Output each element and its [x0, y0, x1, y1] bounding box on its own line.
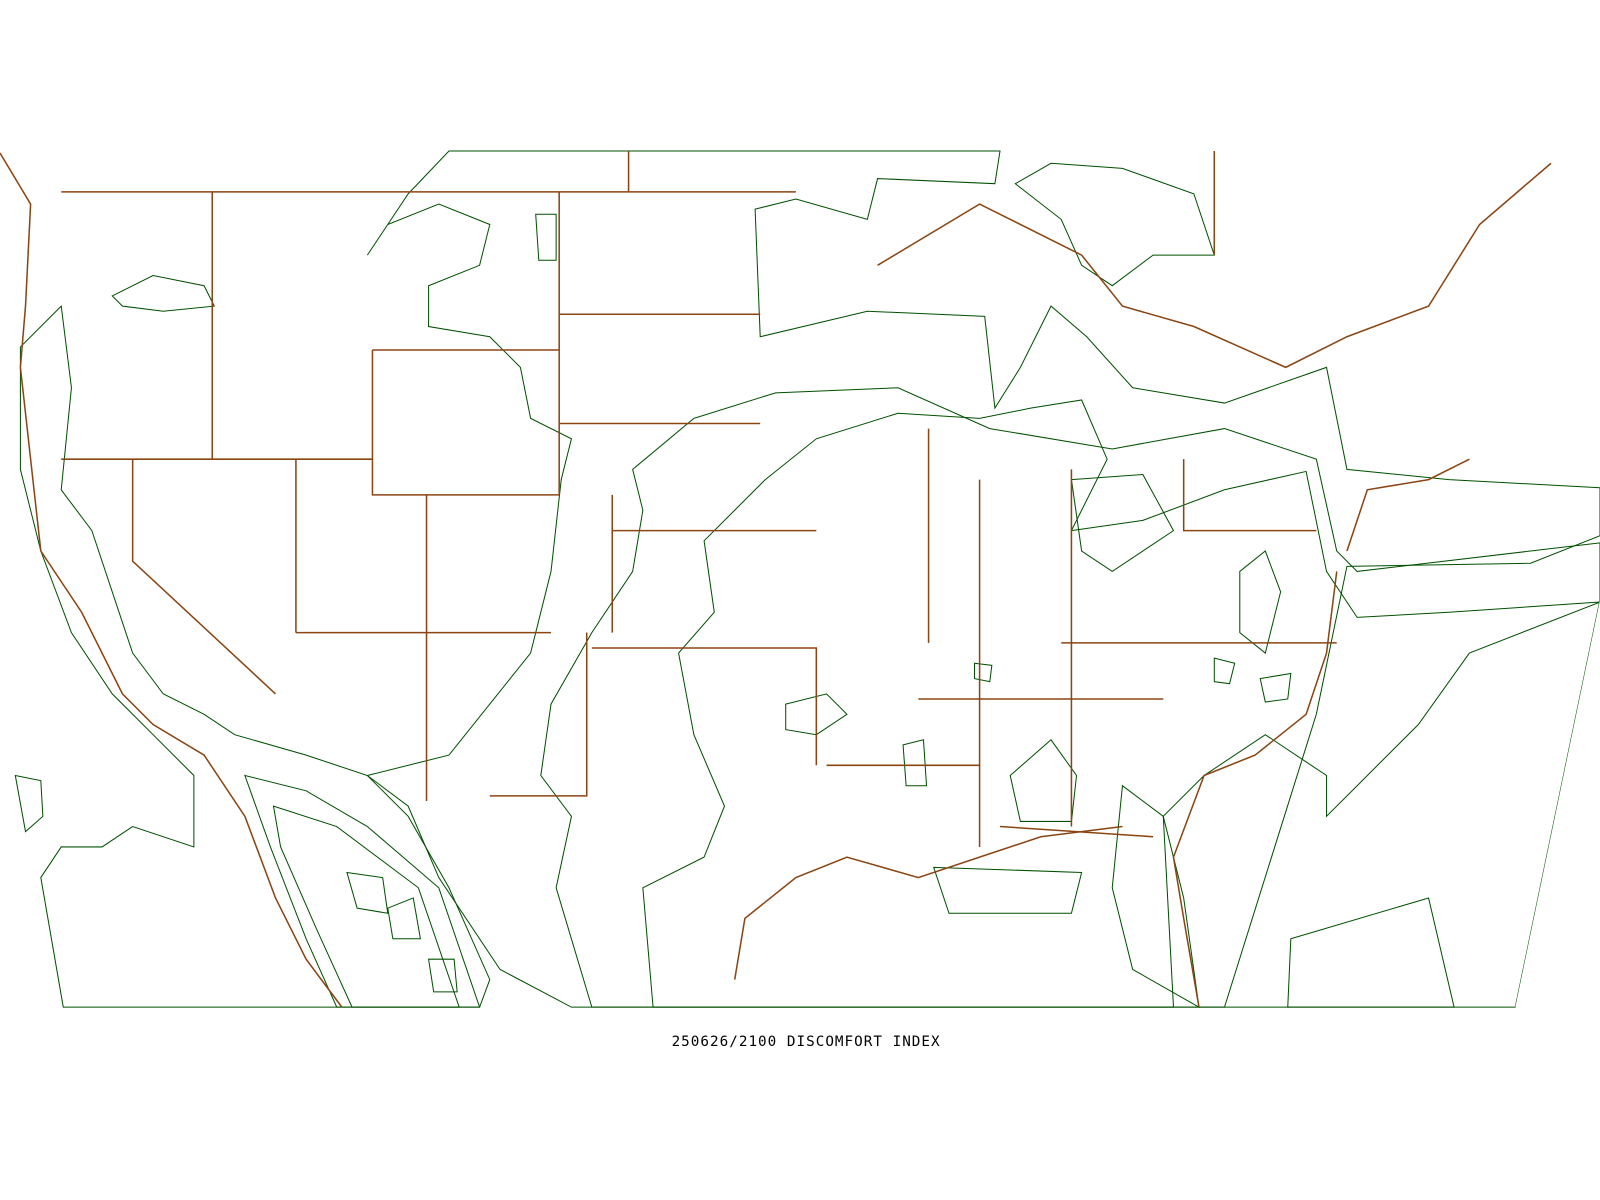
red-region	[1213, 657, 1236, 685]
yellow-region	[535, 213, 557, 261]
orange-region	[272, 805, 460, 1008]
border-line	[61, 151, 1337, 847]
green-region	[1014, 162, 1215, 287]
green-region	[19, 305, 491, 1008]
red-region	[973, 662, 993, 683]
yellow-region	[785, 693, 848, 736]
yellow-region	[932, 866, 1083, 914]
red-region	[902, 739, 928, 787]
red-region	[1239, 550, 1282, 654]
green-region	[14, 774, 44, 833]
yellow-region	[540, 387, 1600, 1008]
outside-area	[1515, 600, 1600, 1008]
yellow-region	[1009, 739, 1078, 822]
red-region	[427, 958, 458, 993]
map-caption: 250626/2100 DISCOMFORT INDEX	[672, 1034, 941, 1050]
red-region	[387, 897, 422, 940]
red-region	[346, 871, 389, 914]
green-region	[111, 274, 216, 312]
orange-region	[642, 399, 1600, 1008]
yellow-region	[1070, 473, 1175, 573]
red-region	[1259, 672, 1292, 703]
borders	[0, 151, 1552, 1008]
map-field	[14, 150, 1600, 1009]
coastline	[0, 152, 1552, 1008]
orange-region	[1287, 897, 1455, 1008]
yellow-region	[1111, 784, 1200, 1009]
green-region	[366, 150, 1600, 1008]
yellow-region	[244, 774, 481, 1008]
